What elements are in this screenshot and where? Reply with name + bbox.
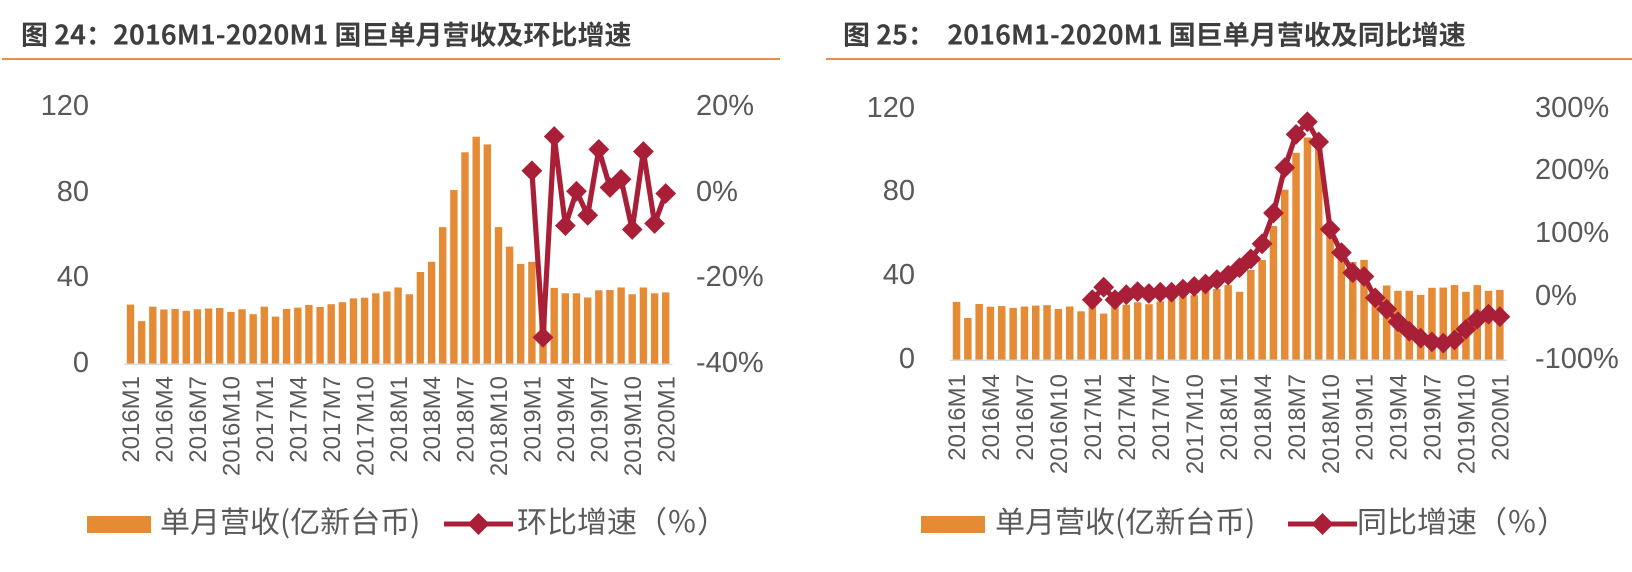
svg-text:2018M7: 2018M7 (453, 376, 480, 463)
svg-text:2017M4: 2017M4 (285, 376, 312, 463)
svg-text:2018M10: 2018M10 (486, 376, 513, 476)
svg-text:2016M1: 2016M1 (944, 374, 971, 461)
svg-text:2017M10: 2017M10 (1182, 374, 1209, 474)
svg-text:2017M7: 2017M7 (1148, 374, 1175, 461)
svg-text:2019M1: 2019M1 (520, 376, 547, 463)
svg-text:2019M4: 2019M4 (1386, 374, 1413, 461)
svg-text:2016M7: 2016M7 (1012, 374, 1039, 461)
svg-text:2019M7: 2019M7 (1420, 374, 1447, 461)
svg-text:2017M1: 2017M1 (252, 376, 279, 463)
svg-text:2018M4: 2018M4 (419, 376, 446, 463)
svg-text:2017M10: 2017M10 (352, 376, 379, 476)
svg-text:2016M10: 2016M10 (1046, 374, 1073, 474)
svg-text:2019M4: 2019M4 (553, 376, 580, 463)
svg-text:2016M7: 2016M7 (185, 376, 212, 463)
svg-text:2017M1: 2017M1 (1080, 374, 1107, 461)
svg-text:2018M4: 2018M4 (1250, 374, 1277, 461)
svg-text:2018M1: 2018M1 (386, 376, 413, 463)
svg-text:2016M1: 2016M1 (118, 376, 145, 463)
svg-text:2019M1: 2019M1 (1352, 374, 1379, 461)
svg-text:2018M10: 2018M10 (1318, 374, 1345, 474)
svg-text:2019M7: 2019M7 (587, 376, 614, 463)
svg-text:2016M10: 2016M10 (219, 376, 246, 476)
svg-text:2016M4: 2016M4 (978, 374, 1005, 461)
svg-text:2018M7: 2018M7 (1284, 374, 1311, 461)
svg-text:2020M1: 2020M1 (653, 376, 680, 463)
svg-text:2020M1: 2020M1 (1488, 374, 1515, 461)
svg-text:2017M4: 2017M4 (1114, 374, 1141, 461)
svg-text:2019M10: 2019M10 (1454, 374, 1481, 474)
svg-text:2018M1: 2018M1 (1216, 374, 1243, 461)
svg-text:2016M4: 2016M4 (152, 376, 179, 463)
svg-text:2019M10: 2019M10 (620, 376, 647, 476)
svg-text:2017M7: 2017M7 (319, 376, 346, 463)
